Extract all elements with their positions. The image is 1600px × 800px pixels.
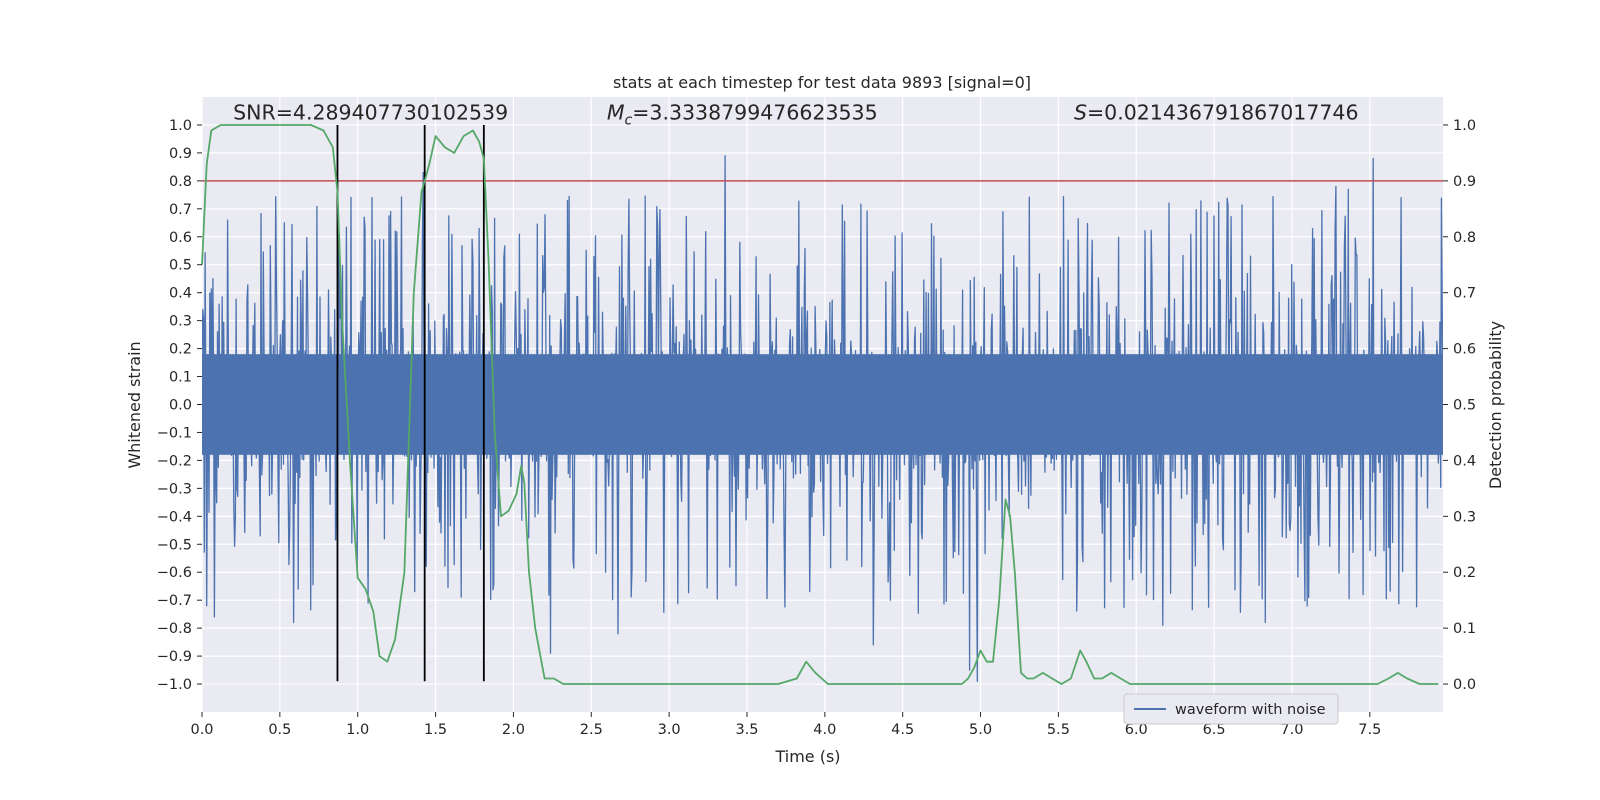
y2-tick-label: 1.0 [1453,118,1476,134]
y-tick-label: 0.4 [169,286,192,302]
x-axis-label: Time (s) [774,747,840,766]
y-tick-label: 0.8 [169,174,192,190]
x-tick-label: 2.0 [502,722,525,738]
right-axis-ticks: 1.0 0.9 0.8 0.7 0.6 0.5 0.4 0.3 0.2 0.1 0.0 [1443,118,1476,693]
y-tick-label: −0.5 [157,537,192,553]
x-tick-label: 3.5 [735,722,758,738]
y2-tick-label: 0.0 [1453,677,1476,693]
y2-tick-label: 0.6 [1453,342,1476,358]
detection-probability-line [201,124,1439,685]
left-axis-ticks: 1.0 0.9 0.8 0.7 0.6 0.5 0.4 0.3 0.2 0.1 0.0 −0.1 −0.… [157,118,202,693]
y-tick-label: 0.2 [169,342,192,358]
x-tick-label: 6.5 [1203,722,1226,738]
y2-tick-label: 0.2 [1453,565,1476,581]
s-value: =0.0214367918670177​46 [1087,100,1359,124]
chirp-mass-value: =3.3338799476623535 [632,100,877,124]
y-tick-label: 0.1 [169,370,192,386]
y-tick-label: −0.9 [157,649,192,665]
x-tick-label: 3.0 [658,722,681,738]
y-tick-label: −0.3 [157,481,192,497]
x-tick-label: 0.5 [268,722,291,738]
y2-tick-label: 0.8 [1453,230,1476,246]
y2-axis-label: Detection probability [1486,321,1505,489]
y-tick-label: −0.4 [157,509,192,525]
x-tick-label: 1.0 [346,722,369,738]
y-tick-label: −0.1 [157,425,192,441]
chirp-mass-subscript: c [625,112,633,128]
chirp-mass-symbol: M [607,100,625,124]
x-tick-label: 7.5 [1358,722,1381,738]
y-axis-label: Whitened strain [125,341,144,468]
x-tick-label: 5.0 [969,722,992,738]
y-tick-label: 0.6 [169,230,192,246]
snr-annotation: SNR=4.289407730102539 [233,100,508,124]
x-tick-label: 7.0 [1280,722,1303,738]
legend-label-waveform: waveform with noise [1175,702,1326,718]
s-annotation: S=0.0214367918670177​46 [1074,100,1359,124]
y-tick-label: −0.6 [157,565,192,581]
s-symbol: S [1074,100,1087,124]
x-tick-label: 5.5 [1047,722,1070,738]
event-markers [336,124,485,682]
y2-tick-label: 0.3 [1453,509,1476,525]
x-tick-label: 0.0 [190,722,213,738]
y2-tick-label: 0.7 [1453,286,1476,302]
y-tick-label: −1.0 [157,677,192,693]
chart-title: stats at each timestep for test data 989… [613,73,1031,92]
y-tick-label: −0.7 [157,593,192,609]
y-tick-label: 0.5 [169,258,192,274]
x-tick-label: 6.0 [1125,722,1148,738]
y-tick-label: −0.8 [157,621,192,637]
y-tick-label: 0.9 [169,146,192,162]
x-tick-label: 4.5 [891,722,914,738]
legend: waveform with noise [1123,693,1339,725]
y-tick-label: 1.0 [169,118,192,134]
y2-tick-label: 0.9 [1453,174,1476,190]
y-tick-label: 0.0 [169,398,192,414]
y-tick-label: 0.3 [169,314,192,330]
y-tick-label: 0.7 [169,202,192,218]
x-tick-label: 1.5 [424,722,447,738]
y2-tick-label: 0.1 [1453,621,1476,637]
y2-tick-label: 0.5 [1453,398,1476,414]
legend-box [1123,693,1339,725]
y-tick-label: −0.2 [157,453,192,469]
chirp-mass-annotation: Mc=3.3338799476623535 [607,100,878,128]
x-tick-label: 4.0 [813,722,836,738]
x-tick-label: 2.5 [580,722,603,738]
y2-tick-label: 0.4 [1453,453,1476,469]
detection-probability-series [201,124,1439,685]
